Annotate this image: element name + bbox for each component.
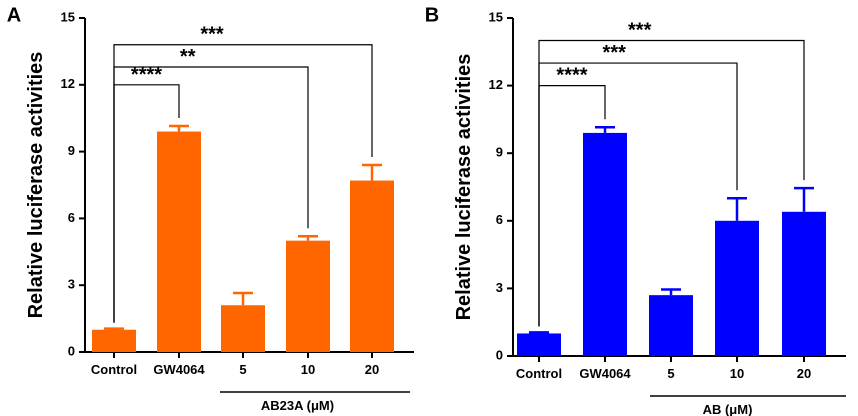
bar-gw4064: [157, 131, 201, 352]
bar-5: [649, 295, 693, 356]
y-axis-label: Relative luciferase activities: [453, 54, 475, 321]
significance-label: ***: [603, 42, 627, 64]
bar-5: [221, 305, 265, 352]
y-tick-label: 0: [496, 347, 503, 362]
bar-10: [286, 240, 330, 352]
significance-bracket: [113, 66, 309, 323]
y-tick-label: 6: [496, 212, 503, 227]
y-tick-label: 3: [496, 280, 503, 295]
x-tick-label: Control: [91, 362, 137, 377]
x-tick-label: GW4064: [153, 362, 205, 377]
panel-label: B: [425, 4, 439, 26]
x-tick-label: 20: [797, 366, 811, 381]
significance-bracket: [538, 39, 805, 327]
x-tick-label: GW4064: [579, 366, 631, 381]
y-tick-label: 9: [68, 143, 75, 158]
significance-label: ****: [556, 65, 587, 87]
significance-label: ***: [628, 20, 652, 42]
group-label: AB23A (μM): [261, 398, 334, 413]
x-tick-label: 10: [730, 366, 744, 381]
y-tick-label: 15: [61, 9, 75, 24]
x-tick-label: 20: [365, 362, 379, 377]
panel-b: B Relative luciferase activities 0 3 6 9 12 15 C…: [425, 4, 846, 416]
significance-bracket: [538, 62, 738, 327]
y-tick-label: 6: [68, 210, 75, 225]
y-tick-label: 9: [496, 145, 503, 160]
bar-control: [517, 333, 561, 356]
significance-bracket: [113, 44, 373, 323]
significance-label: ****: [131, 64, 162, 86]
bar-control: [92, 329, 136, 352]
panel-label: A: [7, 4, 21, 26]
x-tick-label: Control: [516, 366, 562, 381]
x-tick-label: 5: [239, 362, 246, 377]
y-tick-label: 0: [68, 343, 75, 358]
bar-gw4064: [583, 132, 627, 356]
bar-10: [715, 220, 759, 356]
significance-label: ***: [200, 24, 224, 46]
y-axis-label: Relative luciferase activities: [25, 52, 47, 319]
y-tick-label: 15: [489, 9, 503, 24]
x-tick-label: 10: [301, 362, 315, 377]
x-tick-label: 5: [667, 366, 674, 381]
y-tick-label: 3: [68, 277, 75, 292]
bar-20: [350, 180, 394, 352]
y-tick-label: 12: [61, 76, 75, 91]
group-label: AB (μM): [703, 402, 753, 416]
bar-20: [782, 211, 826, 356]
significance-label: **: [180, 46, 196, 68]
y-tick-label: 12: [489, 77, 503, 92]
panel-a: A Relative luciferase activities 0 3 6 9 12 15 C…: [7, 4, 414, 413]
